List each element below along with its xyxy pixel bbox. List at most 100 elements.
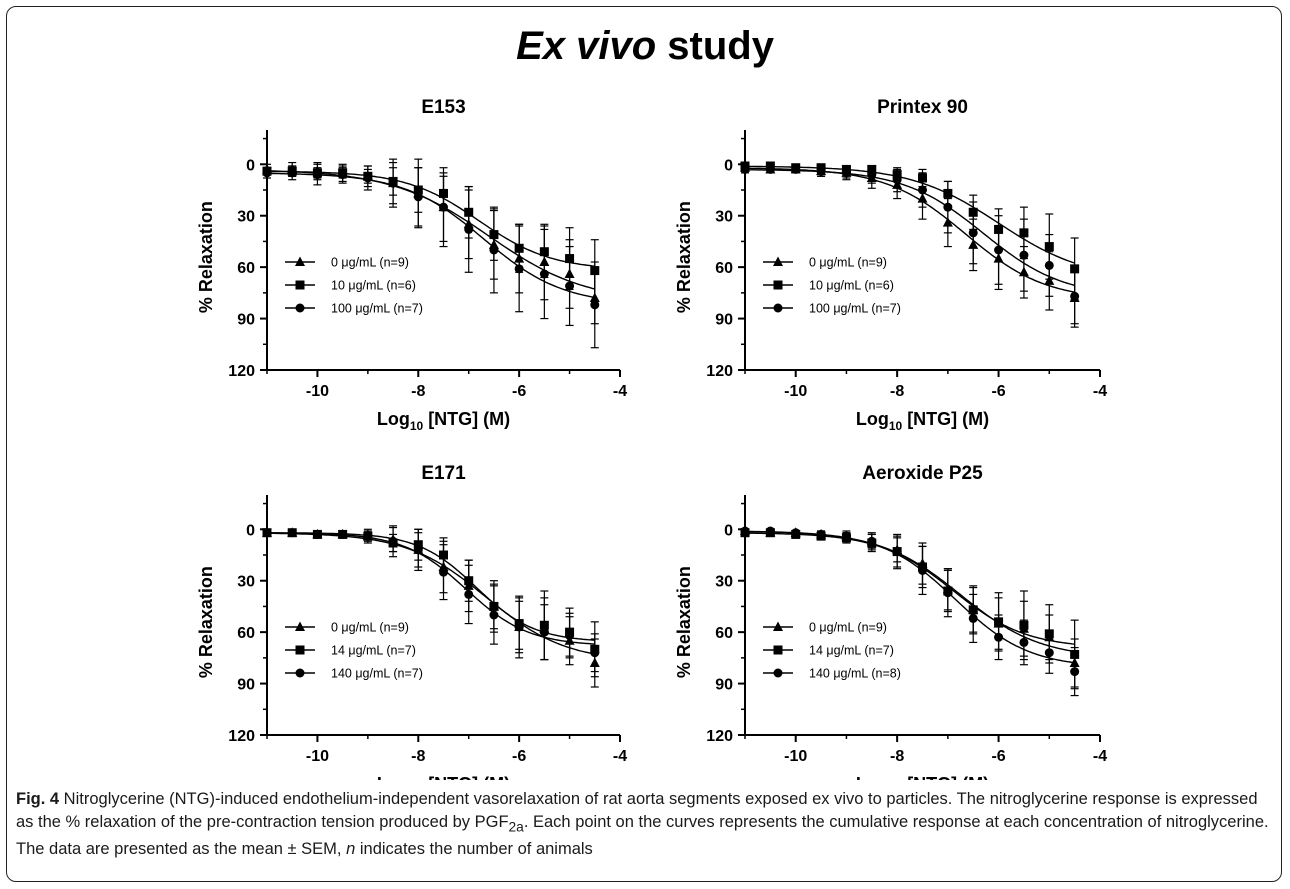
y-tick-label: 60 (715, 260, 733, 277)
data-point (514, 622, 524, 632)
legend-label: 100 μg/mL (n=7) (809, 302, 901, 316)
series-circle (262, 158, 600, 349)
legend-marker (295, 303, 305, 313)
x-tick-label: -8 (411, 748, 425, 765)
chart-panel: E153 0 30 60 90 120 -10 -8 -6 -4 Log10 [NTG] (M) % … (196, 97, 627, 433)
data-point (1044, 260, 1054, 270)
legend-marker (773, 668, 783, 678)
caption-text-1: Nitroglycerine (NTG)-induced endothelium… (16, 790, 1258, 831)
y-tick-label: 30 (237, 574, 255, 591)
y-tick-label: 0 (724, 157, 733, 174)
data-point (765, 164, 775, 174)
y-tick-label: 90 (715, 312, 733, 329)
data-point (740, 526, 750, 536)
data-point (943, 202, 953, 212)
data-point (765, 526, 775, 536)
y-tick-label: 60 (237, 625, 255, 642)
legend-marker (773, 256, 783, 266)
series-circle (740, 164, 1080, 328)
chart-title: E171 (421, 463, 466, 484)
chart-title: Printex 90 (877, 97, 968, 118)
data-point (413, 192, 423, 202)
x-tick-label: -10 (784, 748, 807, 765)
data-point (489, 610, 499, 620)
legend-marker (773, 303, 783, 313)
y-tick-label: 0 (724, 522, 733, 539)
data-point (1019, 637, 1029, 647)
data-point (791, 528, 801, 538)
figure-title-italic: Ex vivo (516, 24, 657, 68)
data-point (413, 545, 423, 555)
x-tick-label: -4 (613, 748, 627, 765)
figure-caption: Fig. 4 Nitroglycerine (NTG)-induced endo… (16, 788, 1276, 861)
data-point (539, 269, 549, 279)
data-point (539, 627, 549, 637)
legend-label: 14 μg/mL (n=7) (331, 644, 416, 658)
x-tick-label: -6 (512, 383, 526, 400)
y-tick-label: 120 (228, 363, 255, 380)
data-point (388, 178, 398, 188)
x-tick-label: -10 (306, 383, 329, 400)
x-tick-label: -6 (991, 383, 1005, 400)
chart-title: Aeroxide P25 (862, 463, 983, 484)
y-tick-label: 0 (246, 157, 255, 174)
caption-label: Fig. 4 (16, 790, 60, 808)
legend-label: 140 μg/mL (n=8) (809, 667, 901, 681)
x-tick-label: -8 (411, 383, 425, 400)
chart-panels: E153 0 30 60 90 120 -10 -8 -6 -4 Log10 [NTG] (M) % … (196, 97, 1107, 780)
legend-marker (295, 256, 305, 266)
x-tick-label: -4 (613, 383, 627, 400)
legend-marker (295, 645, 305, 655)
legend-label: 10 μg/mL (n=6) (809, 279, 894, 293)
data-point (816, 529, 826, 539)
x-tick-label: -10 (784, 383, 807, 400)
data-point (312, 529, 322, 539)
chart-panel: Aeroxide P25 0 30 60 90 120 -10 -8 -6 -4 Log10 [NT… (674, 463, 1107, 780)
data-point (1070, 291, 1080, 301)
data-point (994, 632, 1004, 642)
fit-curve (745, 165, 1075, 264)
data-point (968, 613, 978, 623)
legend-marker (773, 645, 783, 655)
legend-label: 0 μg/mL (n=9) (331, 621, 409, 635)
data-point (388, 536, 398, 546)
legend-marker (295, 280, 305, 290)
data-point (968, 228, 978, 238)
y-tick-label: 60 (237, 260, 255, 277)
data-point (439, 567, 448, 577)
data-point (439, 202, 448, 212)
x-axis-label: Log10 [NTG] (M) (377, 774, 510, 780)
x-tick-label: -10 (306, 748, 329, 765)
y-tick-label: 30 (237, 209, 255, 226)
data-point (841, 168, 851, 178)
data-point (262, 528, 272, 538)
series-triangle (740, 525, 1080, 688)
data-point (565, 631, 575, 641)
legend-marker (773, 280, 783, 290)
data-point (489, 245, 499, 255)
legend-label: 140 μg/mL (n=7) (331, 667, 423, 681)
x-tick-label: -4 (1093, 383, 1107, 400)
fit-curve (745, 169, 1075, 287)
caption-text-2: . Each point on the curves represents th… (16, 813, 1269, 859)
y-tick-label: 30 (715, 209, 733, 226)
data-point (514, 264, 524, 274)
legend-label: 14 μg/mL (n=7) (809, 644, 894, 658)
x-tick-label: -6 (991, 748, 1005, 765)
legend: 0 μg/mL (n=9) 14 μg/mL (n=7) 140 μg/mL (n=… (285, 621, 423, 681)
caption-italic-n: n (346, 840, 356, 859)
data-point (464, 589, 474, 599)
data-point (740, 164, 750, 174)
caption-text-3: indicates the number of animals (355, 840, 593, 859)
data-point (892, 547, 902, 557)
legend-label: 0 μg/mL (n=9) (809, 256, 887, 270)
data-point (1070, 667, 1080, 677)
x-axis-label: Log10 [NTG] (M) (377, 409, 510, 433)
data-point (363, 173, 373, 183)
chart-panel: E171 0 30 60 90 120 -10 -8 -6 -4 Log10 [NTG] (M) % … (196, 463, 627, 780)
x-tick-label: -6 (512, 748, 526, 765)
y-axis-label: % Relaxation (196, 566, 216, 678)
legend: 0 μg/mL (n=9) 10 μg/mL (n=6) 100 μg/mL (n=… (763, 256, 901, 316)
series-circle (740, 526, 1080, 697)
data-point (464, 224, 474, 234)
